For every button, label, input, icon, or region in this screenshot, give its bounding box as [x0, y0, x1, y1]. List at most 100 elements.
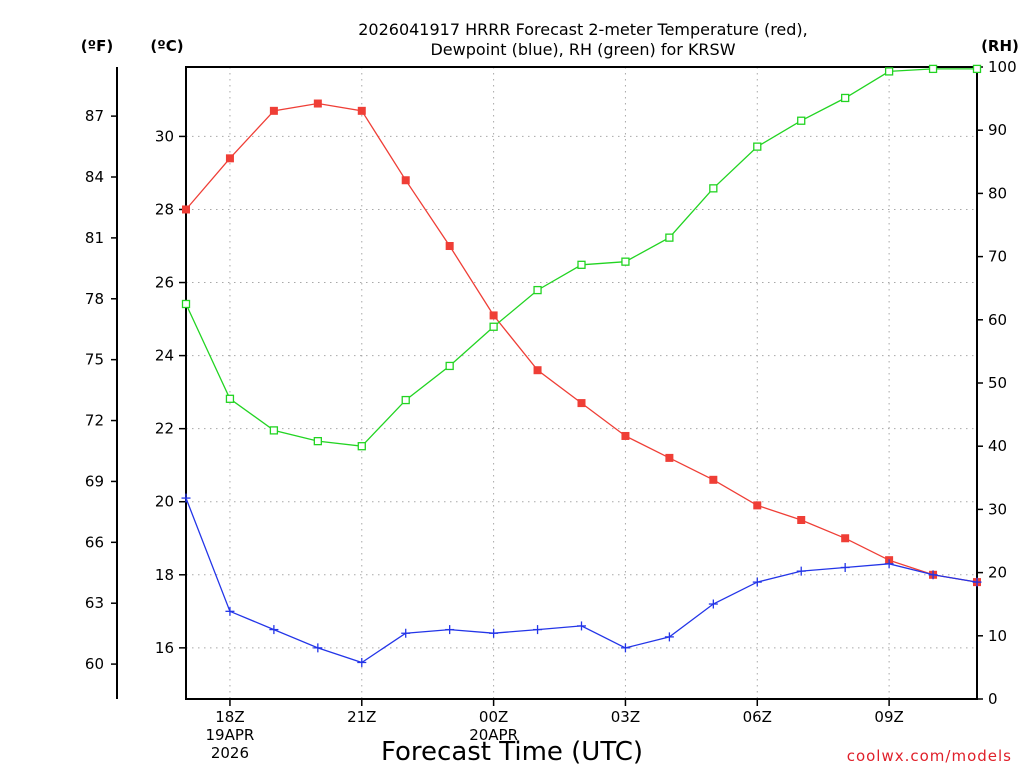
rh-line — [185, 68, 977, 447]
series-layer — [181, 64, 982, 667]
rh-tick-label: 50 — [988, 374, 1007, 392]
temperature-point — [533, 366, 542, 375]
fahrenheit-tick-label: 78 — [85, 290, 104, 308]
rh-point — [841, 93, 850, 103]
dewpoint-point — [840, 562, 850, 572]
temperature-point — [797, 515, 806, 524]
temperature-point — [753, 501, 762, 510]
x-tick-label: 19APR — [206, 726, 255, 744]
rh-point — [401, 395, 410, 405]
fahrenheit-unit-label: (ºF) — [81, 37, 113, 55]
dewpoint-point — [489, 628, 499, 638]
dewpoint-point — [796, 566, 806, 576]
fahrenheit-tick-label: 87 — [85, 107, 104, 125]
temperature-point — [269, 106, 278, 115]
rh-point — [533, 285, 542, 295]
celsius-unit-label: (ºC) — [150, 37, 183, 55]
rh-point — [313, 436, 322, 446]
rh-point — [665, 233, 674, 242]
grid-lines — [186, 67, 977, 699]
rh-tick-label: 0 — [988, 690, 998, 708]
dewpoint-point — [752, 577, 762, 587]
x-tick-label: 03Z — [611, 708, 640, 726]
x-tick-label: 2026 — [211, 744, 249, 762]
axes — [111, 66, 983, 706]
x-tick-label: 21Z — [347, 708, 376, 726]
rh-tick-label: 30 — [988, 500, 1007, 518]
rh-point — [445, 361, 454, 371]
fahrenheit-tick-label: 63 — [85, 594, 104, 612]
tick-labels: 60 63 66 69 72 75 78 81 84 87 16 18 20 22 24 26 28 30 0 10 2… — [85, 58, 1017, 762]
temperature-point — [182, 205, 190, 214]
temperature-point — [445, 242, 454, 251]
celsius-tick-label: 24 — [155, 347, 174, 365]
dewpoint-series — [181, 493, 982, 667]
dewpoint-point — [664, 632, 674, 642]
rh-tick-label: 20 — [988, 564, 1007, 582]
temperature-line — [185, 102, 978, 583]
rh-tick-label: 40 — [988, 437, 1007, 455]
temperature-point — [709, 475, 718, 484]
rh-point — [181, 299, 191, 309]
rh-unit-label: (RH) — [981, 37, 1019, 55]
dewpoint-point — [620, 643, 630, 653]
temperature-point — [621, 431, 630, 440]
rh-point — [709, 184, 718, 193]
rh-point — [357, 442, 366, 451]
rh-point — [972, 64, 982, 74]
chart-title-line-1: 2026041917 HRRR Forecast 2-meter Tempera… — [358, 20, 808, 39]
celsius-tick-label: 18 — [155, 566, 174, 584]
rh-tick-label: 60 — [988, 311, 1007, 329]
rh-tick-label: 100 — [988, 58, 1017, 76]
dewpoint-point — [269, 625, 279, 635]
dewpoint-point — [884, 559, 894, 569]
rh-point — [753, 142, 762, 151]
rh-point — [884, 67, 894, 76]
celsius-tick-label: 30 — [155, 127, 174, 145]
plot-frame — [185, 66, 978, 700]
dewpoint-point — [445, 625, 455, 635]
rh-series — [181, 64, 982, 451]
rh-point — [489, 322, 498, 331]
celsius-tick-label: 22 — [155, 420, 174, 438]
temperature-point — [665, 453, 674, 462]
temperature-point — [577, 399, 586, 408]
x-tick-label: 20APR — [469, 726, 518, 744]
rh-point — [269, 426, 279, 435]
x-tick-label: 09Z — [874, 708, 903, 726]
fahrenheit-tick-label: 81 — [85, 229, 104, 247]
dewpoint-point — [181, 493, 191, 503]
chart-title-line-2: Dewpoint (blue), RH (green) for KRSW — [430, 40, 735, 59]
celsius-tick-label: 20 — [155, 493, 174, 511]
fahrenheit-tick-label: 66 — [85, 533, 104, 551]
rh-point — [577, 260, 586, 269]
temperature-series — [182, 99, 981, 587]
fahrenheit-tick-label: 69 — [85, 472, 104, 490]
x-tick-label: 00Z — [479, 708, 508, 726]
rh-tick-label: 10 — [988, 627, 1007, 645]
dewpoint-line — [185, 497, 978, 664]
rh-tick-label: 90 — [988, 121, 1007, 139]
x-tick-label: 06Z — [743, 708, 772, 726]
dewpoint-point — [533, 625, 543, 635]
fahrenheit-tick-label: 84 — [85, 168, 104, 186]
dewpoint-point — [225, 606, 235, 616]
celsius-tick-label: 28 — [155, 200, 174, 218]
dewpoint-point — [357, 657, 367, 667]
temperature-point — [313, 99, 322, 108]
dewpoint-point — [708, 599, 718, 609]
fahrenheit-tick-label: 75 — [85, 351, 104, 369]
dewpoint-point — [928, 570, 938, 580]
temperature-point — [489, 311, 498, 320]
rh-point — [225, 394, 235, 403]
dewpoint-point — [401, 628, 411, 638]
fahrenheit-tick-label: 72 — [85, 412, 104, 430]
rh-tick-label: 70 — [988, 248, 1007, 266]
x-axis-title: Forecast Time (UTC) — [381, 737, 643, 767]
x-tick-label: 18Z — [215, 708, 244, 726]
rh-point — [797, 116, 806, 125]
rh-point — [621, 257, 630, 266]
credit-text: coolwx.com/models — [847, 747, 1012, 765]
rh-point — [928, 64, 938, 74]
